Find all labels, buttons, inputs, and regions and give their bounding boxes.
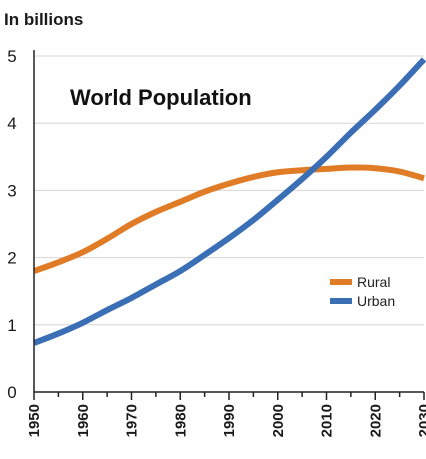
series-line-rural — [32, 164, 425, 274]
chart-title: World Population — [70, 85, 252, 110]
x-tick-label: 1960 — [75, 404, 92, 437]
axes — [33, 50, 425, 400]
x-tick-labels: 1950 1960 1970 1980 1990 2000 2010 2020 2030 — [26, 404, 426, 437]
x-tick-label: 1950 — [26, 404, 43, 437]
x-tick-label: 1990 — [221, 404, 238, 437]
y-tick-label: 5 — [7, 47, 16, 66]
y-tick-label: 0 — [7, 383, 16, 402]
legend: Rural Urban — [330, 274, 395, 309]
y-tick-label: 2 — [7, 249, 16, 268]
x-tick-label: 1980 — [172, 404, 189, 437]
x-tick-label: 2010 — [319, 404, 336, 437]
unit-label: In billions — [4, 10, 83, 29]
x-tick-label: 2020 — [367, 404, 384, 437]
y-tick-label: 4 — [7, 114, 16, 133]
y-tick-label: 1 — [7, 316, 16, 335]
legend-label: Urban — [357, 293, 395, 309]
x-tick-label: 2000 — [270, 404, 287, 437]
series-line-urban — [32, 57, 426, 346]
legend-label: Rural — [357, 274, 390, 290]
series-lines — [32, 57, 426, 346]
y-tick-labels: 0 1 2 3 4 5 — [7, 47, 16, 402]
y-tick-label: 3 — [7, 181, 16, 200]
x-tick-label: 1970 — [124, 404, 141, 437]
x-tick-label: 2030 — [416, 404, 426, 437]
